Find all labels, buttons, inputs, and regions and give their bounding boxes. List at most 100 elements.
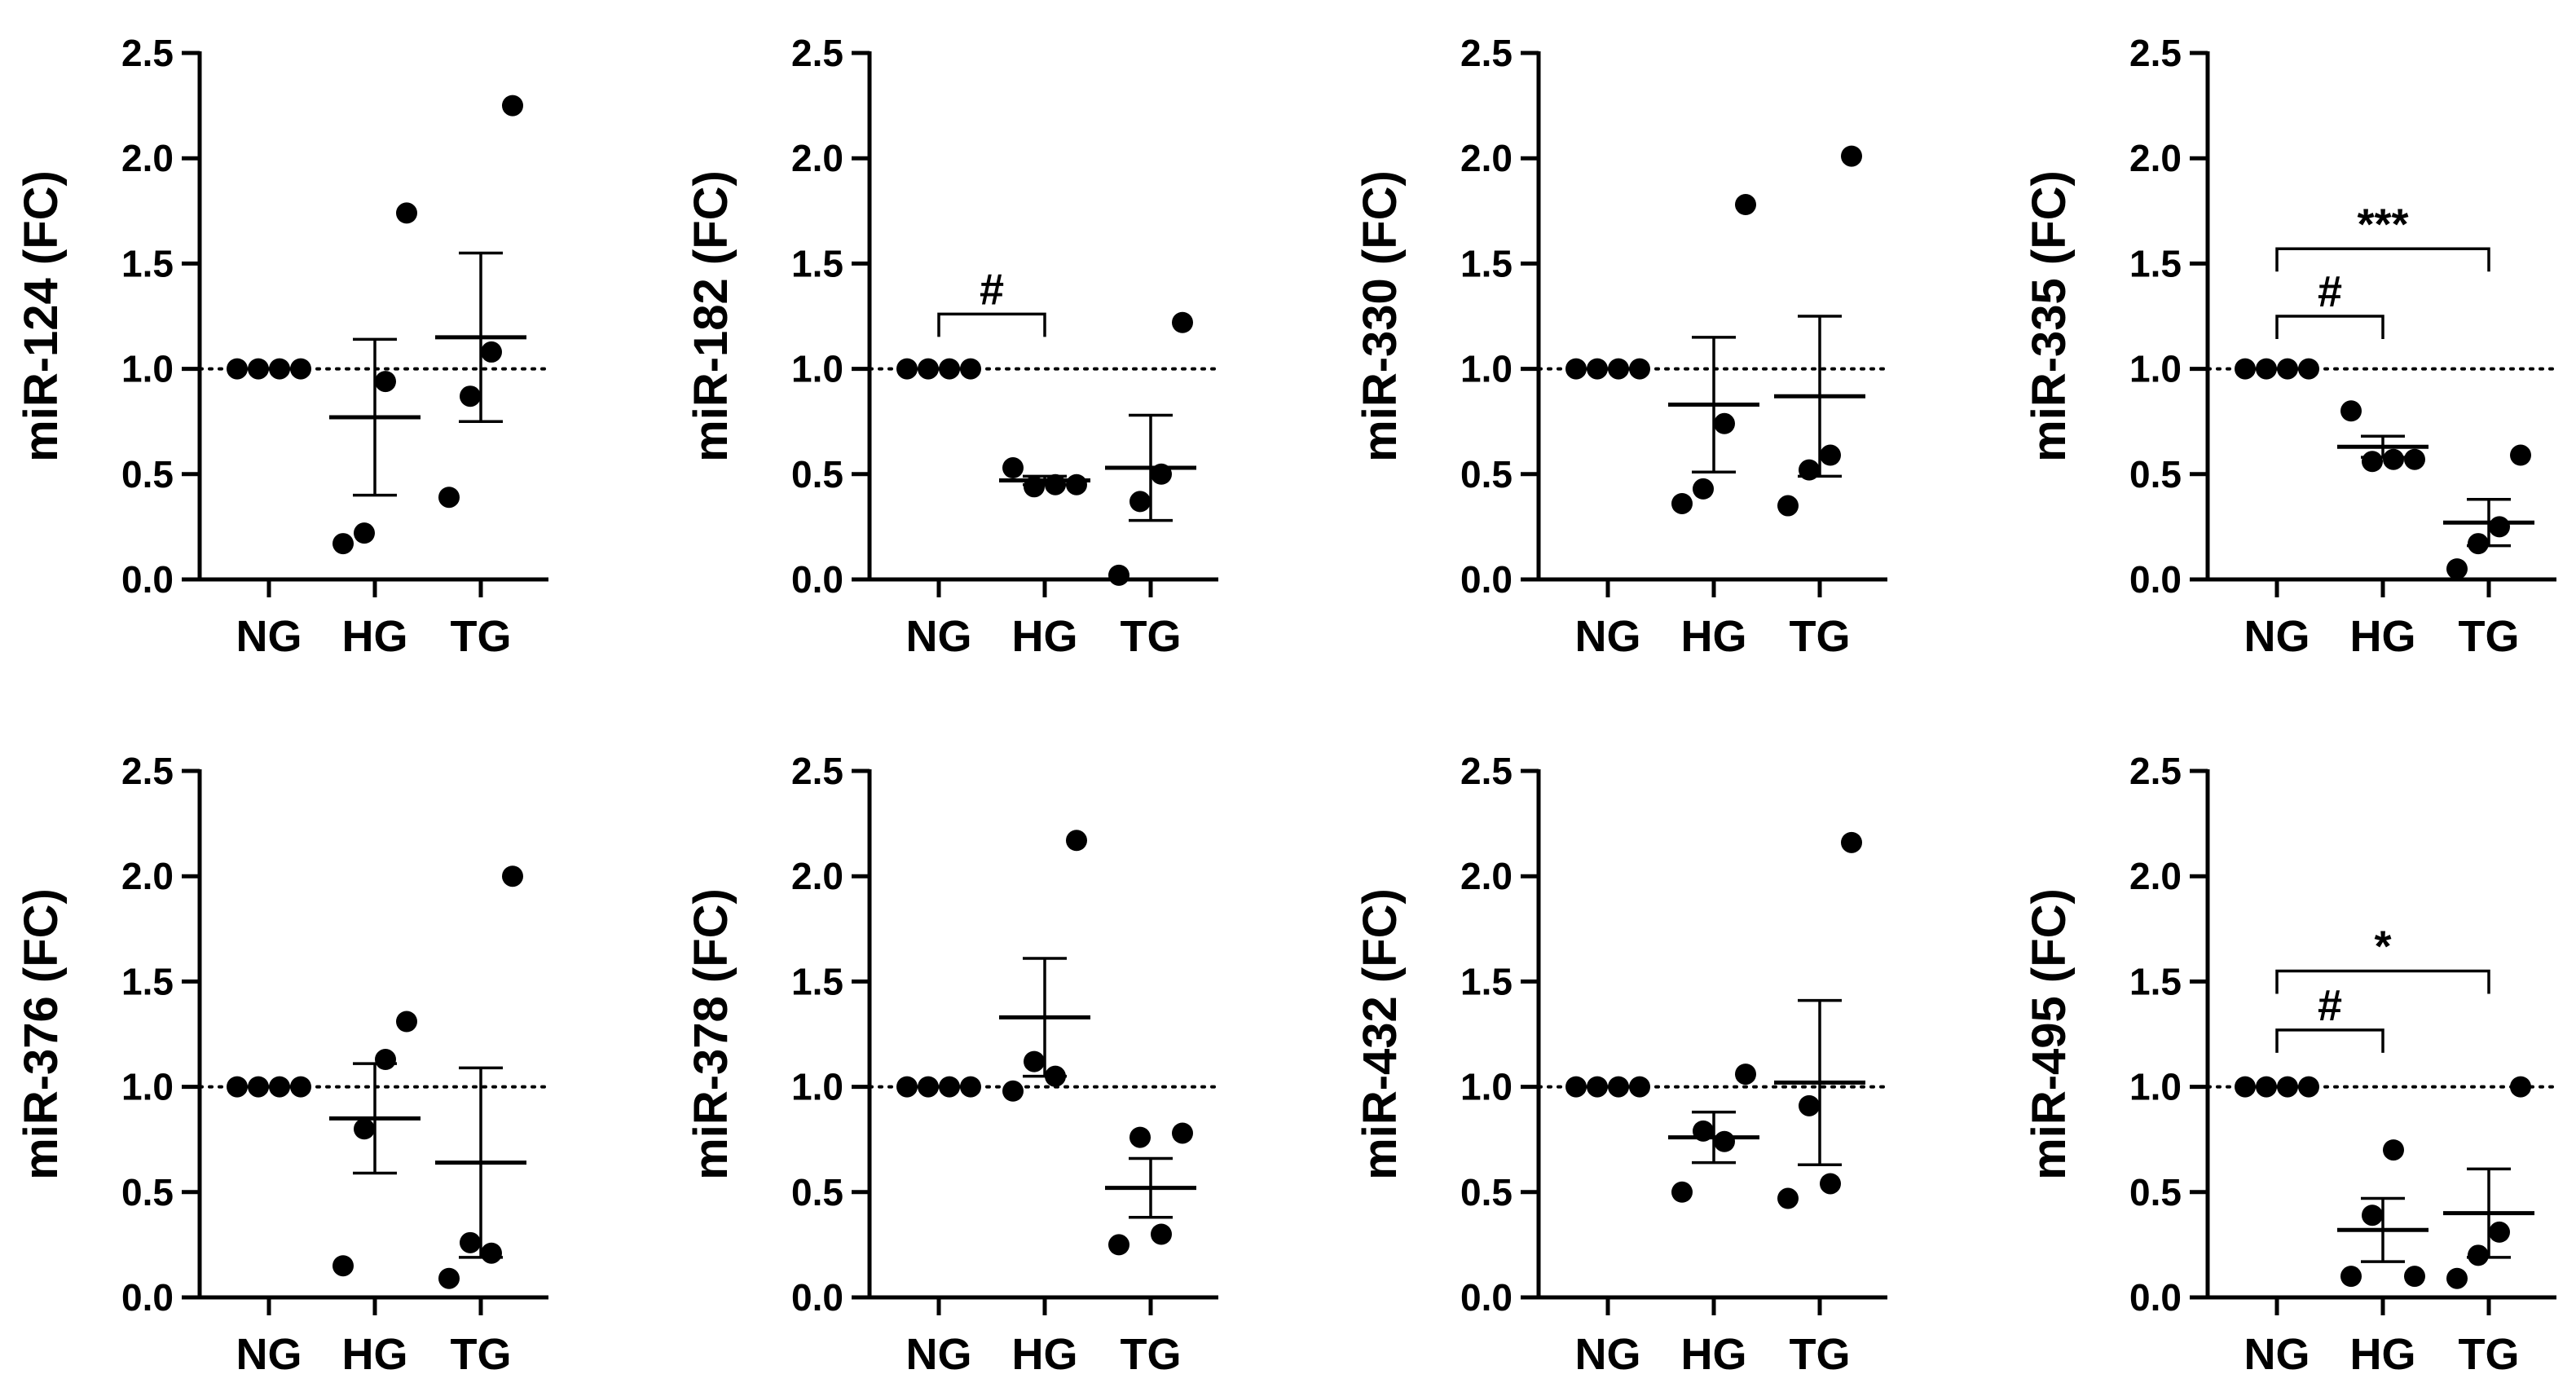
y-tick-label: 0.0: [2129, 1276, 2182, 1319]
data-point: [248, 358, 269, 380]
data-point: [2510, 444, 2531, 466]
y-tick-label: 0.0: [2129, 558, 2182, 601]
significance-bracket: [2275, 969, 2490, 994]
data-point: [438, 1267, 460, 1289]
data-point: [1777, 1187, 1799, 1209]
chart-panel-4: 0.0 0.5 1.0 1.5 2.0 2.5 NG HG TG miR-335 (FC) # ***: [2023, 32, 2558, 661]
y-tick-label: 1.0: [1460, 1066, 1513, 1108]
data-point: [2298, 358, 2319, 380]
x-tick-label: HG: [2350, 612, 2416, 661]
significance-bracket: [2275, 247, 2490, 272]
data-point: [2404, 1266, 2425, 1288]
data-point: [227, 358, 248, 380]
data-point: [2256, 358, 2277, 380]
y-tick-label: 1.5: [2129, 242, 2182, 284]
data-point: [2362, 1204, 2383, 1226]
x-tick-label: NG: [906, 612, 972, 661]
data-point: [1129, 1126, 1151, 1148]
y-tick-label: 0.5: [2129, 453, 2182, 495]
significance-label: #: [2318, 267, 2342, 316]
data-point: [290, 358, 311, 380]
chart-panel-1: 0.0 0.5 1.0 1.5 2.0 2.5 NG HG TG miR-124 (FC): [15, 32, 550, 661]
x-tick-label: NG: [906, 1330, 972, 1379]
x-tick-label: HG: [1681, 1330, 1747, 1379]
y-tick-label: 2.0: [121, 137, 174, 179]
data-point: [1714, 412, 1735, 434]
data-point: [269, 1076, 290, 1098]
y-axis-title: miR-124 (FC): [15, 170, 68, 462]
data-point: [1108, 564, 1129, 586]
data-point: [896, 1076, 918, 1098]
data-point: [1735, 194, 1756, 216]
data-point: [2298, 1076, 2319, 1098]
data-point: [896, 358, 918, 380]
x-tick-label: HG: [1012, 612, 1078, 661]
data-point: [1608, 1076, 1629, 1098]
data-point: [2277, 1076, 2298, 1098]
y-tick-label: 2.0: [1460, 137, 1513, 179]
x-tick-label: TG: [2459, 1330, 2520, 1379]
data-point: [1735, 1064, 1756, 1086]
data-point: [1608, 358, 1629, 380]
data-point: [269, 358, 290, 380]
y-axis-title: miR-376 (FC): [15, 888, 68, 1180]
y-tick-label: 0.5: [1460, 1171, 1513, 1213]
data-point: [354, 522, 375, 544]
data-point: [1777, 495, 1799, 517]
y-tick-label: 1.5: [121, 960, 174, 1002]
data-point: [1693, 1120, 1714, 1142]
data-point: [460, 385, 481, 407]
x-tick-label: TG: [451, 612, 512, 661]
chart-panel-6: 0.0 0.5 1.0 1.5 2.0 2.5 NG HG TG miR-378 (FC): [685, 750, 1220, 1379]
y-tick-label: 2.5: [791, 750, 843, 792]
y-tick-label: 2.0: [791, 137, 843, 179]
data-point: [1002, 457, 1024, 479]
significance-label: #: [980, 265, 1004, 314]
y-tick-label: 0.5: [121, 453, 174, 495]
y-tick-label: 1.5: [791, 960, 843, 1002]
y-tick-label: 0.0: [121, 558, 174, 601]
data-point: [502, 865, 523, 887]
data-point: [2235, 1076, 2256, 1098]
data-point: [1024, 476, 1045, 498]
x-tick-label: NG: [2244, 612, 2310, 661]
data-point: [1565, 1076, 1587, 1098]
data-point: [1693, 478, 1714, 500]
y-axis-title: miR-378 (FC): [685, 888, 738, 1180]
x-tick-label: HG: [1012, 1330, 1078, 1379]
data-point: [2340, 1266, 2362, 1288]
data-point: [2383, 448, 2404, 470]
data-point: [939, 358, 960, 380]
data-point: [2362, 451, 2383, 473]
y-tick-label: 1.5: [1460, 960, 1513, 1002]
x-tick-label: TG: [2459, 612, 2520, 661]
y-tick-label: 2.5: [121, 750, 174, 792]
data-point: [2383, 1139, 2404, 1161]
y-axis-title: miR-182 (FC): [685, 170, 738, 462]
data-point: [1108, 1234, 1129, 1256]
x-tick-label: NG: [236, 1330, 302, 1379]
data-point: [2235, 358, 2256, 380]
data-point: [918, 1076, 939, 1098]
x-tick-label: NG: [1575, 612, 1641, 661]
y-tick-label: 2.5: [2129, 750, 2182, 792]
x-tick-label: TG: [451, 1330, 512, 1379]
data-point: [1671, 1181, 1693, 1203]
x-tick-label: HG: [342, 612, 408, 661]
data-point: [332, 533, 354, 555]
y-tick-label: 2.0: [2129, 137, 2182, 179]
data-point: [248, 1076, 269, 1098]
y-tick-label: 0.0: [791, 558, 843, 601]
y-tick-label: 0.0: [1460, 1276, 1513, 1319]
significance-label: *: [2374, 922, 2391, 971]
y-tick-label: 2.0: [121, 855, 174, 897]
data-point: [1714, 1130, 1735, 1152]
data-point: [2489, 1221, 2510, 1243]
chart-panel-5: 0.0 0.5 1.0 1.5 2.0 2.5 NG HG TG miR-376 (FC): [15, 750, 550, 1379]
y-tick-label: 1.0: [2129, 1066, 2182, 1108]
data-point: [1587, 358, 1608, 380]
chart-panel-7: 0.0 0.5 1.0 1.5 2.0 2.5 NG HG TG miR-432 (FC): [1354, 750, 1889, 1379]
x-tick-label: TG: [1121, 612, 1182, 661]
y-tick-label: 2.5: [121, 32, 174, 74]
data-point: [939, 1076, 960, 1098]
